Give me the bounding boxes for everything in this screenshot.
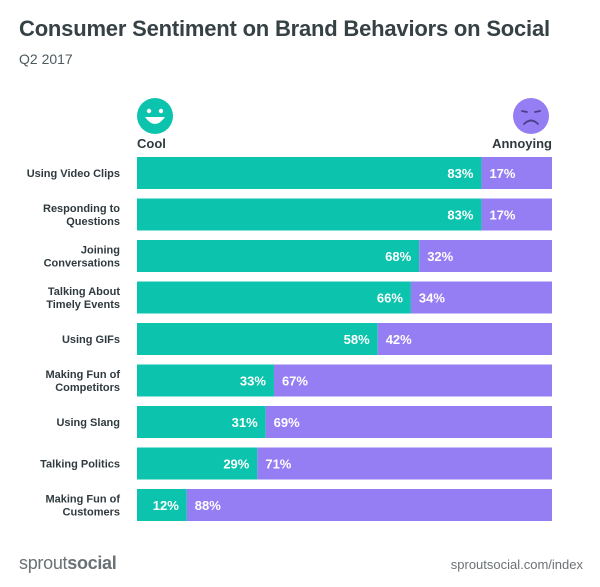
cool-bar [137, 323, 378, 355]
category-label: Using Slang [56, 417, 120, 429]
cool-bar [137, 157, 482, 189]
cool-value-label: 33% [240, 374, 266, 389]
cool-bar [137, 489, 187, 521]
annoying-bar [481, 198, 552, 231]
annoying-bar [410, 281, 552, 314]
category-label-line: Conversations [44, 258, 120, 270]
category-label-line: Talking About [48, 286, 120, 298]
category-label: Making Fun of Customers [45, 494, 120, 519]
smiling-face-icon [137, 98, 173, 134]
category-label-line: Using GIFs [62, 334, 120, 346]
category-label: Talking Politics [40, 459, 120, 471]
category-label-line: Timely Events [46, 299, 120, 311]
annoying-bar [481, 157, 552, 189]
annoying-bar [257, 447, 552, 480]
category-label: Making Fun of Competitors [45, 369, 120, 394]
chart-title: Consumer Sentiment on Brand Behaviors on… [19, 16, 550, 41]
legend-annoying-label: Annoying [492, 136, 552, 151]
category-label-line: Talking Politics [40, 459, 120, 471]
category-label: Using GIFs [62, 334, 120, 346]
category-label: Talking About Timely Events [46, 286, 120, 311]
annoying-value-label: 32% [427, 249, 453, 264]
annoying-value-label: 17% [489, 166, 515, 181]
cool-value-label: 12% [153, 498, 179, 513]
cool-bar [137, 198, 482, 231]
annoying-bar [273, 364, 552, 397]
cool-value-label: 31% [232, 415, 258, 430]
footer-url: sproutsocial.com/index [450, 557, 583, 572]
cool-value-label: 83% [447, 208, 473, 223]
frowning-face-icon [513, 98, 549, 134]
category-label: Joining Conversations [44, 245, 120, 270]
category-label-line: Joining [81, 245, 120, 257]
cool-bar [137, 240, 420, 272]
category-label-line: Making Fun of [45, 494, 120, 506]
annoying-value-label: 71% [265, 457, 291, 472]
annoying-bar [265, 406, 552, 438]
category-label-line: Competitors [55, 382, 120, 394]
category-label: Responding to Questions [43, 203, 120, 228]
cool-value-label: 58% [344, 332, 370, 347]
cool-value-label: 68% [385, 249, 411, 264]
legend-cool-label: Cool [137, 136, 166, 151]
chart-subtitle: Q2 2017 [19, 51, 73, 67]
annoying-value-label: 42% [386, 332, 412, 347]
category-label-line: Using Video Clips [27, 168, 120, 180]
category-label-line: Responding to [43, 203, 120, 215]
cool-value-label: 83% [447, 166, 473, 181]
annoying-bar [377, 323, 552, 355]
annoying-value-label: 88% [195, 498, 221, 513]
category-label-line: Customers [63, 507, 120, 519]
category-label: Using Video Clips [27, 168, 120, 180]
annoying-bar [419, 240, 552, 272]
cool-value-label: 66% [377, 291, 403, 306]
category-label-line: Making Fun of [45, 369, 120, 381]
cool-bar [137, 406, 266, 438]
annoying-value-label: 17% [489, 208, 515, 223]
annoying-bar [186, 489, 553, 521]
category-label-line: Questions [66, 216, 120, 228]
cool-bar [137, 281, 411, 314]
logo-bold-text: social [67, 553, 117, 573]
logo-light-text: sprout [19, 553, 68, 573]
sprout-social-logo: sproutsocial [19, 553, 117, 574]
annoying-value-label: 67% [282, 374, 308, 389]
annoying-value-label: 34% [419, 291, 445, 306]
annoying-value-label: 69% [274, 415, 300, 430]
cool-value-label: 29% [223, 457, 249, 472]
category-label-line: Using Slang [56, 417, 120, 429]
cool-bar [137, 447, 258, 480]
cool-bar [137, 364, 274, 397]
